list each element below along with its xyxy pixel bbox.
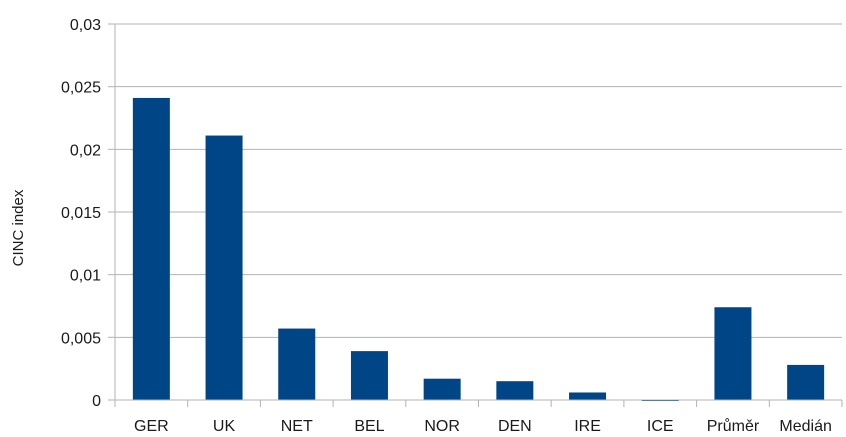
y-tick-label: 0,005: [61, 330, 101, 347]
bar-den: [496, 381, 534, 400]
x-tick-label: Průměr: [707, 417, 760, 435]
bar-uk: [205, 135, 243, 400]
bar-ger: [132, 97, 170, 401]
x-tick-label: IRE: [574, 418, 601, 435]
y-tick-label: 0: [92, 393, 101, 410]
x-tick-label: BEL: [354, 418, 384, 435]
y-tick-label: 0,015: [61, 205, 101, 222]
x-tick-label: GER: [134, 418, 169, 435]
bar-medián: [787, 364, 825, 400]
x-tick-label: ICE: [647, 418, 674, 435]
x-tick-label: Medián: [779, 418, 831, 435]
y-tick-label: 0,01: [70, 268, 101, 285]
y-tick-label: 0,03: [70, 17, 101, 34]
y-axis-title: CINC index: [10, 189, 27, 266]
bar-průměr: [714, 307, 752, 400]
x-tick-label: NOR: [424, 418, 460, 435]
bar-bel: [350, 351, 388, 400]
x-tick-label: UK: [213, 418, 236, 435]
y-tick-labels: 0 0,005 0,01 0,015 0,02 0,025 0,03: [61, 17, 101, 410]
y-tick-label: 0,02: [70, 142, 101, 159]
y-tick-label: 0,025: [61, 80, 101, 97]
bar-ire: [569, 392, 607, 400]
x-tick-labels: GER UK NET BEL NOR DEN IRE ICE Průměr Medián: [134, 417, 832, 435]
x-tick-label: DEN: [498, 418, 532, 435]
bar-nor: [423, 378, 461, 400]
bar-net: [278, 328, 316, 400]
axes: [108, 23, 843, 407]
bars: [132, 97, 825, 401]
x-tick-label: NET: [281, 418, 313, 435]
